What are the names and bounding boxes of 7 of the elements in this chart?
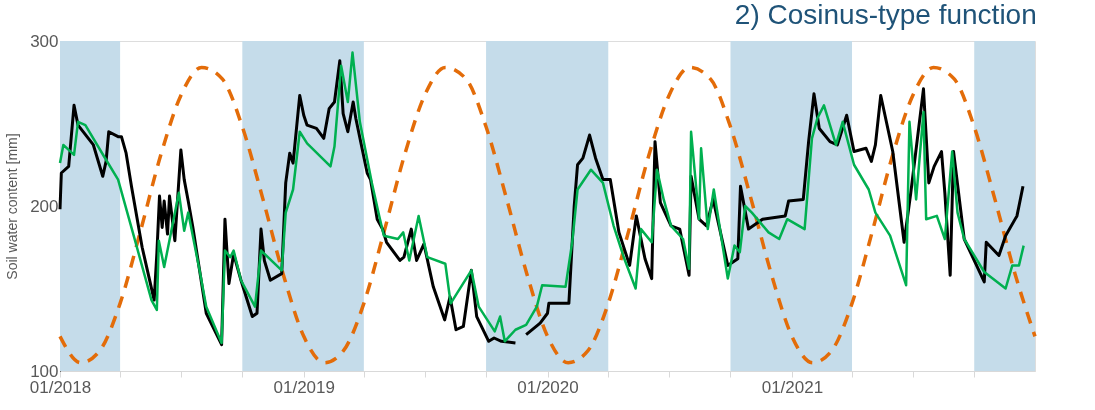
y-tick-label: 200 [30,196,59,216]
x-tick-label: 01/2019 [273,377,335,397]
chart-title: 2) Cosinus-type function [734,0,1037,30]
x-tick-label: 01/2020 [517,377,579,397]
x-tick-label: 01/2021 [761,377,824,397]
y-tick-label: 300 [30,31,59,51]
y-axis-title: Soil water content [mm] [4,133,21,280]
